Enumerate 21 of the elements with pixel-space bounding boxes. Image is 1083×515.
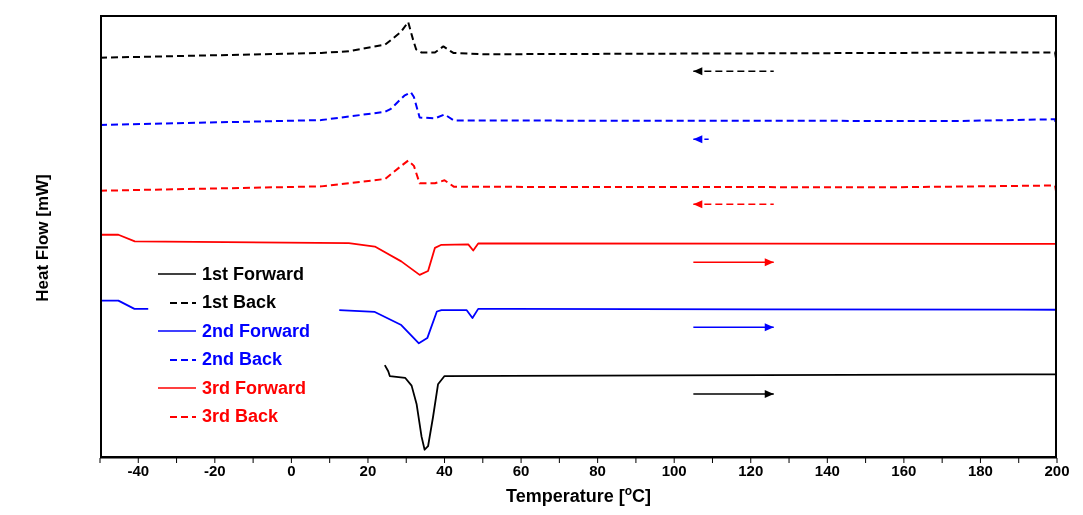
legend-label: 3rd Back <box>202 406 279 428</box>
x-tick-label: -40 <box>127 461 150 479</box>
x-tick-label: 0 <box>287 461 296 479</box>
y-axis-title: Heat Flow [mW] <box>33 173 53 304</box>
legend-label: 2nd Forward <box>202 320 311 342</box>
x-tick-label: 200 <box>1044 461 1070 479</box>
legend-label: 1st Back <box>202 292 277 314</box>
x-tick-label: 180 <box>967 461 993 479</box>
legend-label: 2nd Back <box>202 349 283 371</box>
x-axis-title: Temperature [$^{o}$C] <box>505 484 652 506</box>
x-tick-label: -20 <box>204 461 226 479</box>
legend-label: 3rd Forward <box>202 377 307 399</box>
x-tick-label: 60 <box>512 461 530 479</box>
legend-label: 1st Forward <box>202 263 305 285</box>
x-tick-label: 100 <box>661 461 687 479</box>
x-tick-label: 160 <box>891 461 917 479</box>
x-tick-label: 40 <box>436 461 453 479</box>
x-tick-label: 140 <box>814 461 840 479</box>
x-tick-label: 120 <box>738 461 764 479</box>
x-tick-label: 20 <box>359 461 377 479</box>
x-tick-label: 80 <box>589 461 606 479</box>
